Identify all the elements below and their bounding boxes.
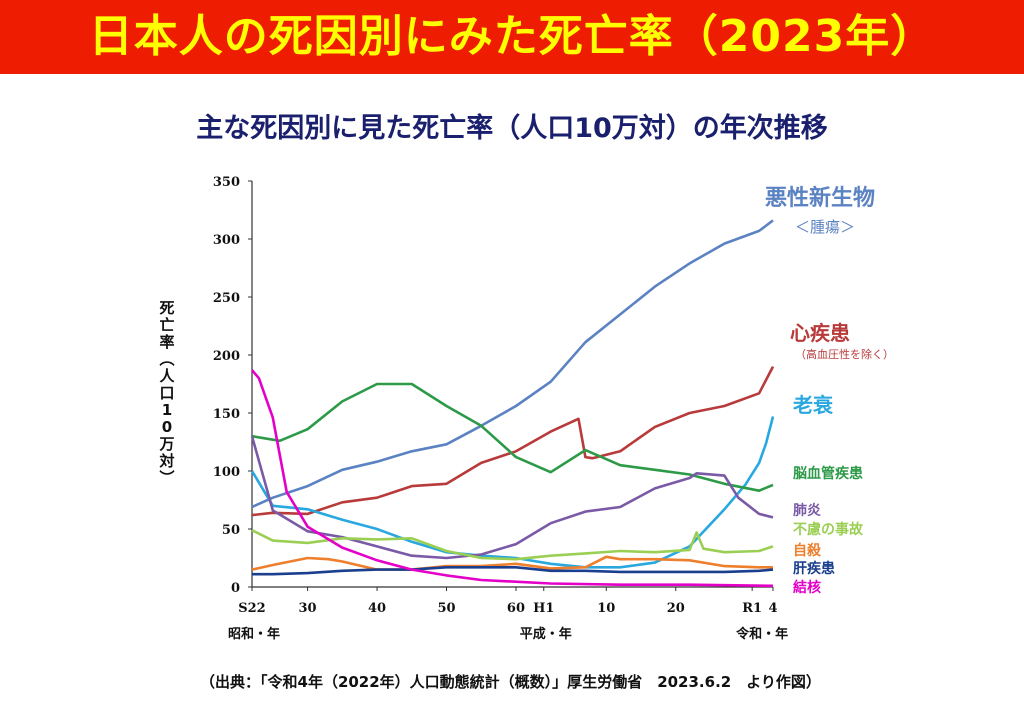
y-tick-label: 50 [222, 523, 240, 538]
series-line-0 [251, 219, 774, 509]
series-line-8 [251, 369, 774, 588]
x-tick-label: 50 [437, 601, 455, 616]
chart-title: 主な死因別に見た死亡率（人口10万対）の年次推移 [196, 113, 828, 144]
x-tick-label: S22 [238, 601, 265, 616]
x-tick-label: R1 [742, 601, 762, 616]
x-tick-label: 40 [368, 601, 386, 616]
legend-label-3: 脳血管疾患 [793, 465, 863, 482]
legend-label-4: 肺炎 [793, 503, 821, 519]
era-label: 平成・年 [520, 626, 572, 642]
series-line-5 [251, 529, 774, 561]
y-tick-label: 250 [213, 291, 240, 306]
legend-label-6: 自殺 [793, 542, 822, 559]
y-tick-label: 200 [213, 349, 240, 364]
x-tick-label: 4 [768, 601, 777, 616]
legend-sublabel-1: （高血圧性を除く） [795, 347, 894, 361]
legend-label-7: 肝疾患 [793, 560, 835, 577]
x-tick-label: 10 [597, 601, 615, 616]
series-line-2 [250, 416, 775, 569]
series-line-6 [251, 555, 773, 571]
banner-title: 日本人の死因別にみた死亡率（2023年） [88, 11, 936, 62]
x-tick-label: H1 [533, 601, 554, 616]
legend-sublabel-0: ＜腫瘍＞ [795, 218, 855, 236]
series-line-1 [251, 365, 775, 517]
era-label: 令和・年 [736, 626, 788, 642]
legend-label-2: 老衰 [793, 393, 834, 417]
legend-label-8: 結核 [793, 579, 821, 596]
x-tick-label: 60 [507, 601, 525, 616]
legend-label-1: 心疾患 [790, 321, 850, 345]
y-tick-label: 300 [213, 233, 240, 248]
y-tick-label: 350 [213, 175, 240, 190]
series-line-7 [252, 565, 774, 576]
y-tick-label: 100 [213, 465, 240, 480]
x-tick-label: 20 [667, 601, 685, 616]
legend-label-0: 悪性新生物 [765, 185, 875, 211]
title-banner [0, 0, 1024, 74]
era-label: 昭和・年 [228, 626, 280, 642]
series-line-3 [251, 382, 774, 493]
source-note: （出典：「令和4年（2022年）人口動態統計（概数）」厚生労働省 2023.6.… [200, 673, 821, 691]
y-axis-label: 死亡率 ︵ 人口 1 0 万対 ︶ [159, 299, 175, 487]
y-tick-label: 0 [231, 581, 240, 596]
y-tick-label: 150 [213, 407, 240, 422]
x-tick-label: 30 [299, 601, 317, 616]
legend-label-5: 不慮の事故 [793, 521, 864, 538]
